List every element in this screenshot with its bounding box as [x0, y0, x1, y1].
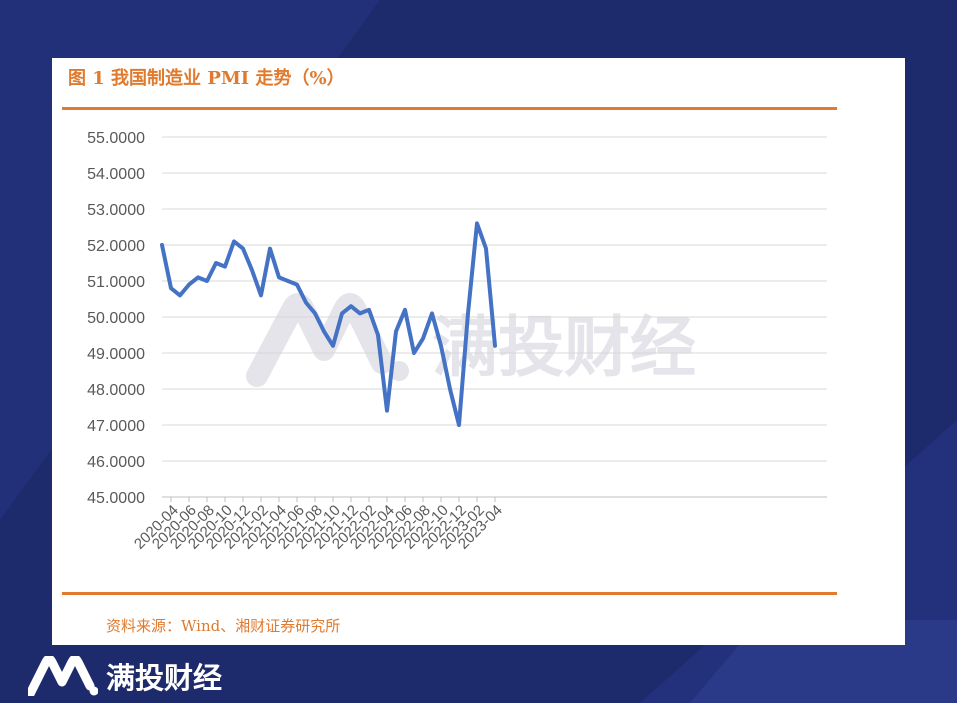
pmi-line-chart: 满投财经 55.0000 54.0000 53.0000 52.0000 51.0000 5…: [87, 130, 827, 553]
watermark: 满投财经: [246, 293, 696, 387]
y-tick-label: 45.0000: [87, 490, 145, 507]
y-tick-label: 51.0000: [87, 274, 145, 291]
y-tick-label: 55.0000: [87, 130, 145, 147]
series-line: [160, 221, 497, 427]
y-tick-label: 54.0000: [87, 166, 145, 183]
footer-brand: 满投财经: [28, 654, 222, 698]
y-tick-label: 52.0000: [87, 238, 145, 255]
watermark-logo-icon: [246, 293, 393, 387]
figure-title: 图 1 我国制造业 PMI 走势（%）: [68, 68, 345, 89]
source-divider: [62, 592, 837, 595]
y-tick-label: 50.0000: [87, 310, 145, 327]
y-tick-label: 46.0000: [87, 454, 145, 471]
brand-logo-icon: [28, 656, 98, 696]
y-tick-label: 53.0000: [87, 202, 145, 219]
y-tick-label: 48.0000: [87, 382, 145, 399]
y-tick-label: 49.0000: [87, 346, 145, 363]
footer-brand-name: 满投财经: [106, 661, 223, 695]
figure-panel: 图 1 我国制造业 PMI 走势（%） 满投财经 55.0000 54.0000 53…: [52, 58, 905, 645]
title-divider: [62, 107, 837, 110]
watermark-text: 满投财经: [432, 309, 696, 386]
source-note: 资料来源：Wind、湘财证券研究所: [106, 617, 341, 635]
y-tick-label: 47.0000: [87, 418, 145, 435]
